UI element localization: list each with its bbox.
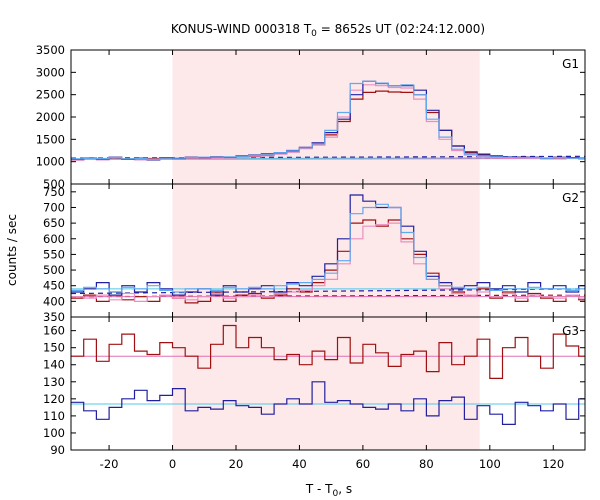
y-tick-label: 110 <box>43 409 65 423</box>
x-tick-label: 40 <box>292 457 307 471</box>
y-tick-label: 90 <box>50 443 65 457</box>
y-tick-label: 2500 <box>36 88 65 102</box>
y-tick-label: 350 <box>43 310 65 324</box>
series-light-blue <box>71 203 585 293</box>
chart-title-sub: 0 <box>311 29 317 39</box>
y-tick-label: 2000 <box>36 110 65 124</box>
y-tick-label: 160 <box>43 324 65 338</box>
y-tick-label: 700 <box>43 200 65 214</box>
series-dark-blue <box>71 381 585 425</box>
y-tick-label: 3000 <box>36 65 65 79</box>
panel-label: G2 <box>562 191 579 205</box>
y-tick-label: 750 <box>43 185 65 199</box>
panel-content <box>71 80 585 161</box>
y-tick-label: 500 <box>43 177 65 191</box>
y-axis-label: counts / sec <box>5 214 19 286</box>
y-tick-label: 450 <box>43 279 65 293</box>
series-dark-blue <box>71 194 585 296</box>
series-light-blue <box>71 80 585 160</box>
x-axis: -20 0 20 40 60 80 100 120 <box>100 457 565 471</box>
x-tick-label: 100 <box>479 457 501 471</box>
panel-g1: 500 1000 1500 2000 2500 3000 3500 G1 <box>36 43 586 191</box>
panel-label: G3 <box>562 324 579 338</box>
y-tick-label: 1000 <box>36 155 65 169</box>
y-tick-label: 120 <box>43 392 65 406</box>
shaded-interval <box>172 317 480 450</box>
series-pink <box>71 222 585 302</box>
y-tick-label: 650 <box>43 216 65 230</box>
y-tick-label: 500 <box>43 263 65 277</box>
fit-line-2 <box>71 288 585 295</box>
shaded-interval <box>172 50 480 184</box>
panel-content <box>71 324 585 425</box>
x-tick-label: 80 <box>419 457 434 471</box>
x-tick-label: -20 <box>100 457 119 471</box>
panel-label: G1 <box>562 57 579 71</box>
panel-g3: 90 100 110 120 130 140 150 160 G3 <box>43 316 586 457</box>
panel-content <box>71 194 585 304</box>
y-tick-label: 3500 <box>36 43 65 57</box>
x-tick-label: 20 <box>229 457 244 471</box>
y-tick-label: 400 <box>43 294 65 308</box>
fit-line-2 <box>71 155 585 159</box>
panel-frame <box>70 316 586 451</box>
x-tick-label: 120 <box>542 457 564 471</box>
y-tick-label: 130 <box>43 375 65 389</box>
x-axis-label: T - T0, s <box>305 482 352 499</box>
x-tick-label: 60 <box>356 457 371 471</box>
chart-title: KONUS-WIND 000318 T0 = 8652s UT (02:24:1… <box>171 22 485 39</box>
chart-title-rest: = 8652s UT (02:24:12.000) <box>317 22 485 36</box>
y-tick-label: 1500 <box>36 132 65 146</box>
x-axis-label-main: T - T <box>305 482 333 496</box>
series-dark-red <box>71 324 585 379</box>
y-tick-label: 100 <box>43 426 65 440</box>
x-axis-label-rest: , s <box>338 482 352 496</box>
y-tick-label: 150 <box>43 341 65 355</box>
chart-title-main: KONUS-WIND 000318 T <box>171 22 312 36</box>
y-tick-label: 550 <box>43 247 65 261</box>
y-tick-label: 600 <box>43 232 65 246</box>
x-axis-label-sub: 0 <box>333 489 339 499</box>
x-tick-label: 0 <box>169 457 176 471</box>
y-tick-label: 140 <box>43 358 65 372</box>
